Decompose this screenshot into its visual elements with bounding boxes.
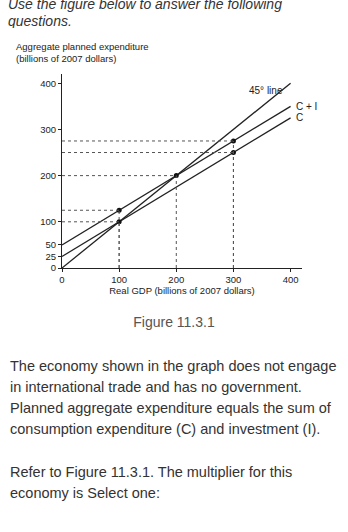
svg-text:0: 0 [59,274,64,285]
svg-text:300: 300 [226,274,242,285]
svg-text:400: 400 [283,274,299,285]
html-text:The economy shown in the graph: The economy shown in the graph does not … [10,358,337,437]
svg-text:50: 50 [46,239,57,250]
svg-text:25: 25 [46,251,57,262]
svg-text:C + I: C + I [296,101,317,112]
svg-text:45° line: 45° line [249,85,283,96]
svg-text:Aggregate planned expenditure(: Aggregate planned expenditure(billions o… [16,41,149,64]
svg-text:C: C [296,112,303,123]
svg-text:200: 200 [168,274,184,285]
svg-text:200: 200 [40,170,56,181]
svg-text:100: 100 [111,274,127,285]
svg-text:100: 100 [40,216,56,227]
svg-text:Real GDP (billions of 2007 dol: Real GDP (billions of 2007 dollars) [109,285,255,296]
html-text:Refer to Figure 11.3.1. The mu: Refer to Figure 11.3.1. The multiplier f… [10,464,293,501]
svg-text:300: 300 [40,124,56,135]
html-text:Figure 11.3.1: Figure 11.3.1 [133,314,215,330]
svg-text:0: 0 [51,262,56,273]
svg-text:400: 400 [40,78,56,89]
